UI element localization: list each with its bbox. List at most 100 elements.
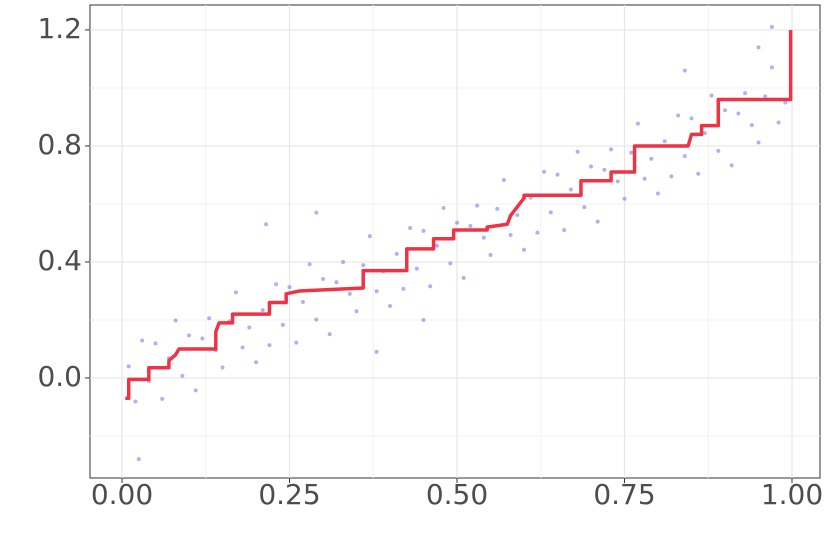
scatter-point: [763, 94, 768, 99]
scatter-point: [133, 399, 138, 404]
scatter-point: [783, 100, 788, 105]
x-tick-label: 0.00: [91, 478, 153, 511]
scatter-point: [475, 203, 480, 208]
scatter-point: [662, 139, 667, 144]
scatter-point: [401, 286, 406, 291]
scatter-point: [501, 177, 506, 182]
scatter-point: [749, 123, 754, 128]
scatter-point: [200, 336, 205, 341]
scatter-point: [254, 360, 259, 365]
scatter-point: [488, 252, 493, 257]
scatter-point: [743, 91, 748, 96]
scatter-point: [769, 25, 774, 30]
scatter-point: [448, 261, 453, 266]
scatter-point: [173, 318, 178, 323]
scatter-point: [589, 164, 594, 169]
scatter-point: [729, 163, 734, 168]
scatter-point: [669, 174, 674, 179]
x-tick-label: 0.50: [426, 478, 488, 511]
scatter-point: [321, 277, 326, 282]
y-tick-label: 1.2: [37, 12, 82, 45]
scatter-point: [468, 223, 473, 228]
x-tick-label: 0.25: [258, 478, 320, 511]
scatter-point: [187, 333, 192, 338]
scatter-point: [635, 121, 640, 126]
scatter-point: [126, 364, 131, 369]
scatter-point: [300, 299, 305, 304]
scatter-point: [267, 343, 272, 348]
y-tick-label: 0.4: [37, 244, 82, 277]
scatter-point: [260, 308, 265, 313]
scatter-point: [274, 282, 279, 287]
scatter-point: [193, 388, 198, 393]
scatter-point: [414, 266, 419, 271]
scatter-point: [421, 317, 426, 322]
scatter-point: [702, 131, 707, 136]
scatter-point: [508, 232, 513, 237]
scatter-point: [629, 150, 634, 155]
scatter-point: [542, 169, 547, 174]
scatter-point: [481, 235, 486, 240]
scatter-point: [247, 325, 252, 330]
scatter-point: [314, 210, 319, 215]
x-tick-label: 0.75: [593, 478, 655, 511]
scatter-point: [682, 68, 687, 73]
scatter-point: [280, 322, 285, 327]
scatter-point: [575, 149, 580, 154]
scatter-point: [548, 210, 553, 215]
scatter-point: [160, 396, 165, 401]
scatter-point: [736, 111, 741, 116]
scatter-point: [408, 226, 413, 231]
scatter-point: [461, 275, 466, 280]
scatter-point: [682, 154, 687, 159]
scatter-point: [716, 148, 721, 153]
scatter-point: [264, 222, 269, 227]
scatter-point: [776, 120, 781, 125]
scatter-point: [495, 206, 500, 211]
scatter-point: [136, 457, 141, 462]
scatter-point: [394, 251, 399, 256]
scatter-point: [522, 247, 527, 252]
scatter-point: [314, 317, 319, 322]
scatter-point: [709, 93, 714, 98]
scatter-point: [696, 171, 701, 176]
scatter-point: [769, 65, 774, 70]
scatter-point: [455, 220, 460, 225]
scatter-point: [354, 309, 359, 314]
scatter-point: [676, 113, 681, 118]
scatter-point: [307, 262, 312, 267]
scatter-point: [609, 147, 614, 152]
scatter-point: [689, 116, 694, 121]
scatter-point: [334, 280, 339, 285]
scatter-point: [595, 219, 600, 224]
scatter-point: [722, 108, 727, 113]
scatter-point: [347, 291, 352, 296]
scatter-point: [441, 206, 446, 211]
scatter-point: [615, 179, 620, 184]
scatter-point: [374, 349, 379, 354]
y-tick-label: 0.8: [37, 128, 82, 161]
plot-panel: [89, 4, 821, 479]
scatter-point: [582, 205, 587, 210]
scatter-point: [428, 284, 433, 289]
scatter-point: [756, 140, 761, 145]
scatter-point: [180, 373, 185, 378]
scatter-point: [220, 365, 225, 370]
scatter-point: [434, 243, 439, 248]
scatter-point: [367, 234, 372, 239]
scatter-point: [240, 345, 245, 350]
scatter-point: [233, 290, 238, 295]
scatter-point: [642, 176, 647, 181]
x-tick-label: 1.00: [761, 478, 823, 511]
scatter-point: [421, 228, 426, 233]
y-tick-label: 0.0: [37, 360, 82, 393]
scatter-point: [341, 259, 346, 264]
scatter-point: [602, 167, 607, 172]
scatter-point: [649, 156, 654, 161]
scatter-point: [294, 340, 299, 345]
scatter-point: [656, 191, 661, 196]
scatter-point: [388, 304, 393, 309]
scatter-point: [361, 263, 366, 268]
scatter-point: [535, 230, 540, 235]
